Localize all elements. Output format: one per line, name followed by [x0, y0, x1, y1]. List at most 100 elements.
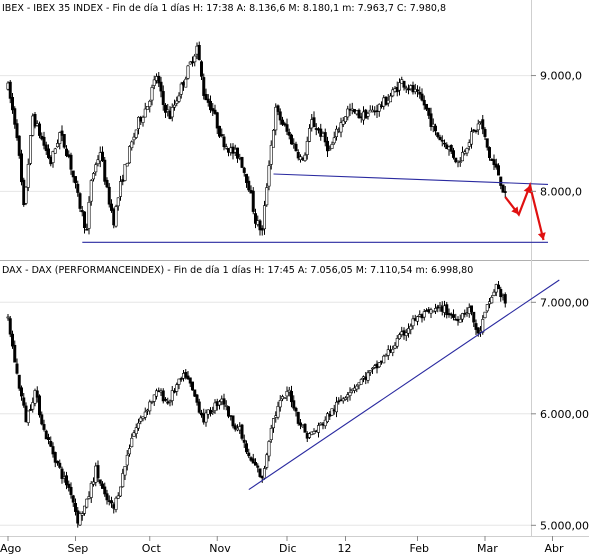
candle	[346, 105, 350, 121]
ibex-candlesticks	[6, 41, 507, 236]
candle	[254, 458, 258, 466]
candle	[240, 156, 244, 169]
candle	[328, 145, 332, 151]
candle	[287, 128, 291, 140]
candle	[125, 450, 129, 471]
candle	[179, 81, 183, 99]
y-tick-label: 8.000,0	[540, 185, 582, 198]
candle	[258, 219, 262, 236]
candle	[433, 123, 437, 136]
candle	[415, 315, 419, 326]
candle	[285, 118, 289, 136]
candle	[487, 146, 491, 161]
candle	[458, 314, 462, 323]
candle	[370, 367, 374, 375]
dax-trendlines	[248, 279, 560, 491]
candle	[445, 301, 449, 319]
candle	[137, 418, 141, 431]
candle	[485, 304, 489, 313]
candle	[460, 312, 464, 323]
candle	[319, 422, 323, 426]
candle	[92, 477, 96, 487]
candle	[132, 132, 136, 145]
candle	[28, 135, 32, 166]
candle	[193, 389, 197, 398]
candle	[438, 134, 442, 141]
candle	[242, 434, 246, 448]
candle	[134, 129, 138, 139]
candle	[397, 332, 401, 340]
candle	[267, 439, 271, 462]
candle	[211, 103, 215, 116]
candle	[101, 481, 105, 489]
dax-title: DAX - DAX (PERFORMANCEINDEX) - Fin de dí…	[2, 265, 473, 276]
candle	[103, 482, 107, 497]
candle	[125, 162, 129, 167]
candle	[184, 369, 188, 380]
candle	[46, 433, 50, 445]
ibex-gridlines	[0, 75, 531, 192]
candle	[13, 340, 17, 363]
candle	[130, 433, 134, 448]
candle	[26, 410, 30, 426]
candle	[323, 416, 327, 429]
candle	[276, 104, 280, 116]
candle	[134, 423, 138, 439]
candle	[76, 180, 80, 197]
candle	[164, 103, 168, 118]
candle	[465, 147, 469, 157]
candle	[40, 411, 44, 426]
candle	[386, 345, 390, 360]
candle	[391, 87, 395, 98]
candle	[312, 428, 316, 435]
candle	[265, 183, 269, 207]
candle	[251, 187, 255, 215]
candle	[13, 106, 17, 129]
candle	[22, 392, 26, 408]
candle	[80, 511, 84, 521]
candle	[393, 342, 397, 350]
candle	[224, 143, 228, 150]
candle	[348, 387, 352, 401]
candle	[222, 133, 226, 151]
candle	[161, 85, 165, 111]
candle	[337, 397, 341, 405]
candle	[191, 381, 195, 391]
candle	[157, 72, 161, 88]
candle	[89, 481, 93, 503]
candle	[110, 496, 114, 508]
candle	[175, 96, 179, 107]
candle	[213, 399, 217, 414]
rising-trend-line	[248, 279, 560, 491]
candle	[218, 399, 222, 410]
candle	[60, 125, 64, 142]
candle	[15, 358, 19, 375]
candle	[96, 460, 100, 482]
candle	[474, 129, 478, 134]
candle	[193, 53, 197, 67]
candle	[418, 86, 422, 99]
candle	[323, 128, 327, 147]
candle	[454, 157, 458, 164]
candle	[431, 118, 435, 133]
candle	[247, 448, 251, 459]
candle	[92, 172, 96, 182]
candle	[42, 419, 46, 432]
candle	[166, 103, 170, 117]
candle	[220, 128, 224, 138]
x-tick-label: Nov	[209, 542, 231, 555]
candle	[6, 313, 10, 321]
candle	[256, 463, 260, 473]
candle	[397, 78, 401, 96]
candle	[218, 125, 222, 138]
candle	[87, 196, 91, 235]
candle	[80, 205, 84, 217]
candle	[65, 145, 69, 158]
candle	[395, 335, 399, 349]
candle	[431, 310, 435, 313]
candle	[265, 452, 269, 470]
candle	[11, 93, 15, 114]
candle	[186, 370, 190, 380]
candle	[55, 460, 59, 466]
candle	[202, 73, 206, 100]
